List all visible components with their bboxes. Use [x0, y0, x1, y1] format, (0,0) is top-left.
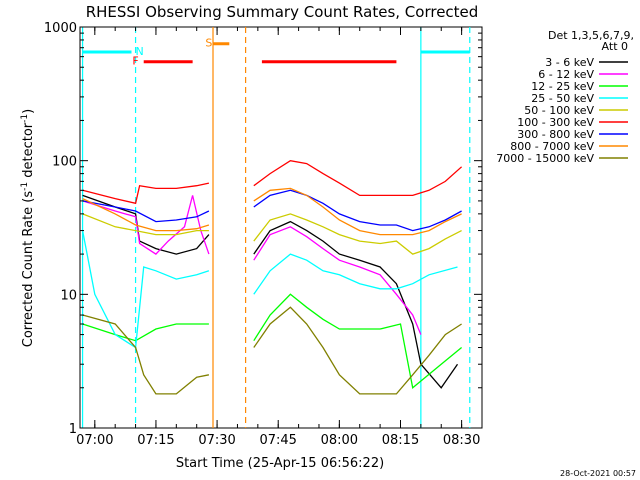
y-tick-label-3: 1000	[44, 21, 77, 36]
series-line-5-seg-0	[82, 182, 210, 205]
series-line-7-seg-0	[82, 198, 210, 232]
legend-title-line1: Det 1,3,5,6,7,9,	[548, 29, 634, 42]
legend-label-3: 25 - 50 keV	[531, 92, 594, 105]
series-line-2-seg-0	[82, 323, 209, 342]
legend-label-4: 50 - 100 keV	[524, 104, 594, 117]
attenuator-annotations: NF S	[82, 37, 470, 68]
annotation-label-N: N	[136, 45, 144, 58]
series-line-8-seg-0	[82, 314, 210, 395]
series-line-2-seg-1	[253, 293, 463, 390]
series-line-7-seg-1	[253, 187, 462, 236]
series-line-1-seg-1	[253, 226, 422, 335]
series-line-1-seg-0	[82, 195, 210, 255]
chart-title: RHESSI Observing Summary Count Rates, Co…	[86, 3, 479, 21]
plot-area	[79, 26, 483, 429]
y-axis-label: Corrected Count Rate (s-1 detector-1)	[20, 109, 36, 347]
plot-frame	[79, 26, 483, 429]
series-line-5-seg-1	[253, 160, 463, 197]
series-line-4-seg-1	[253, 213, 462, 255]
y-tick-label-0: 1	[69, 422, 77, 437]
legend-label-8: 7000 - 15000 keV	[496, 152, 594, 165]
series-line-6-seg-1	[253, 189, 462, 232]
series-line-8-seg-1	[253, 306, 462, 395]
x-tick-label-0: 07:00	[76, 433, 113, 448]
annotation-label-S: S	[205, 37, 212, 50]
series-line-3-seg-1	[253, 253, 458, 295]
legend-label-5: 100 - 300 keV	[517, 116, 594, 129]
x-tick-label-5: 08:15	[382, 433, 419, 448]
annotation-label-F: F	[132, 55, 138, 68]
y-axis: 1 10 100 1000	[44, 21, 482, 437]
timestamp: 28-Oct-2021 00:57	[560, 469, 636, 478]
series-layer	[81, 160, 463, 395]
legend-label-2: 12 - 25 keV	[531, 80, 594, 93]
series-line-4-seg-0	[82, 213, 209, 236]
y-tick-label-2: 100	[52, 155, 77, 170]
legend-label-0: 3 - 6 keV	[545, 56, 594, 69]
x-tick-label-3: 07:45	[259, 433, 296, 448]
legend-label-7: 800 - 7000 keV	[510, 140, 594, 153]
legend-title-line2: Att 0	[602, 40, 628, 53]
x-axis-label: Start Time (25-Apr-15 06:56:22)	[176, 456, 384, 471]
legend-label-1: 6 - 12 keV	[538, 68, 594, 81]
x-tick-label-1: 07:15	[137, 433, 174, 448]
series-line-3-seg-0	[81, 230, 210, 349]
legend-label-6: 300 - 800 keV	[517, 128, 594, 141]
x-tick-label-4: 08:00	[321, 433, 358, 448]
x-tick-label-6: 08:30	[443, 433, 480, 448]
y-tick-label-1: 10	[60, 288, 77, 303]
x-tick-label-2: 07:30	[198, 433, 235, 448]
series-line-0-seg-1	[253, 220, 459, 389]
x-axis: 07:00 07:15 07:30 07:45 08:00 08:15 08:30	[76, 27, 483, 448]
series-line-6-seg-0	[82, 200, 210, 223]
